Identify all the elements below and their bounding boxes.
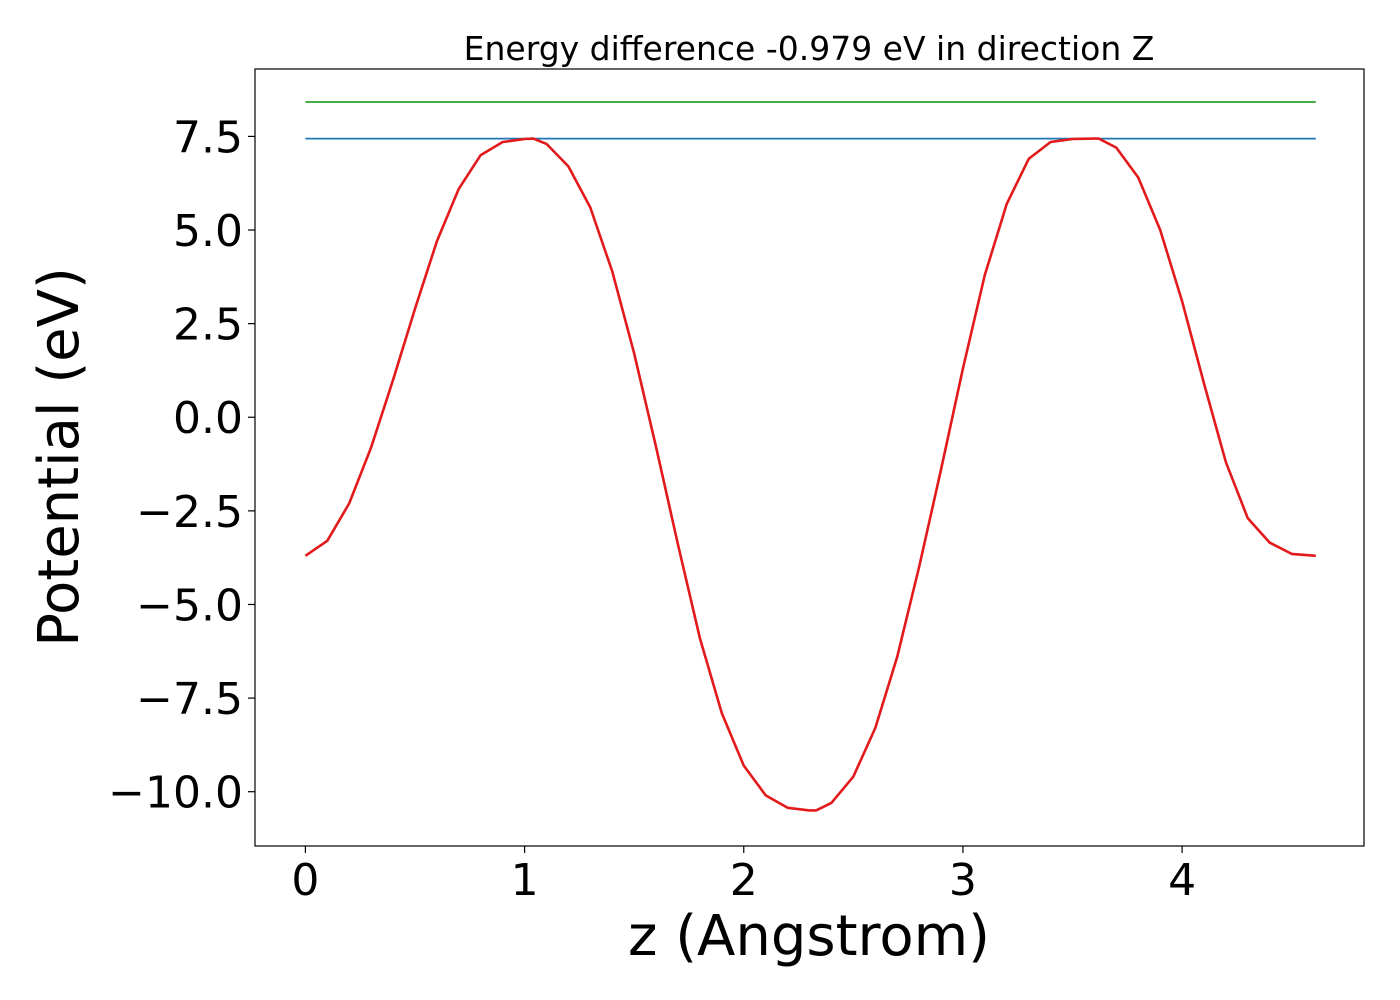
- x-tick-label: 4: [1168, 855, 1196, 906]
- x-axis: 0 1 2 3 4: [291, 846, 1196, 906]
- y-tick-label: 7.5: [173, 112, 243, 163]
- y-tick-label: 0.0: [173, 393, 243, 444]
- series-line-3: [304, 137, 1316, 812]
- y-tick-label: −5.0: [136, 580, 243, 631]
- x-tick-label: 3: [949, 855, 977, 906]
- y-tick-label: −10.0: [108, 768, 243, 819]
- x-tick-label: 1: [511, 855, 539, 906]
- x-axis-label: z (Angstrom): [628, 904, 990, 969]
- y-tick-label: 5.0: [173, 206, 243, 257]
- plot-area: [304, 101, 1316, 812]
- plot-frame: [254, 68, 1365, 847]
- x-tick-label: 2: [730, 855, 758, 906]
- y-axis-label: Potential (eV): [27, 267, 92, 647]
- y-tick-label: 2.5: [173, 300, 243, 351]
- x-tick-label: 0: [291, 855, 319, 906]
- y-tick-label: −7.5: [136, 674, 243, 725]
- chart-title: Energy difference -0.979 eV in direction…: [464, 29, 1155, 68]
- y-tick-label: −2.5: [136, 487, 243, 538]
- y-axis: −10.0 −7.5 −5.0 −2.5 0.0 2.5 5.0 7.5: [108, 112, 255, 819]
